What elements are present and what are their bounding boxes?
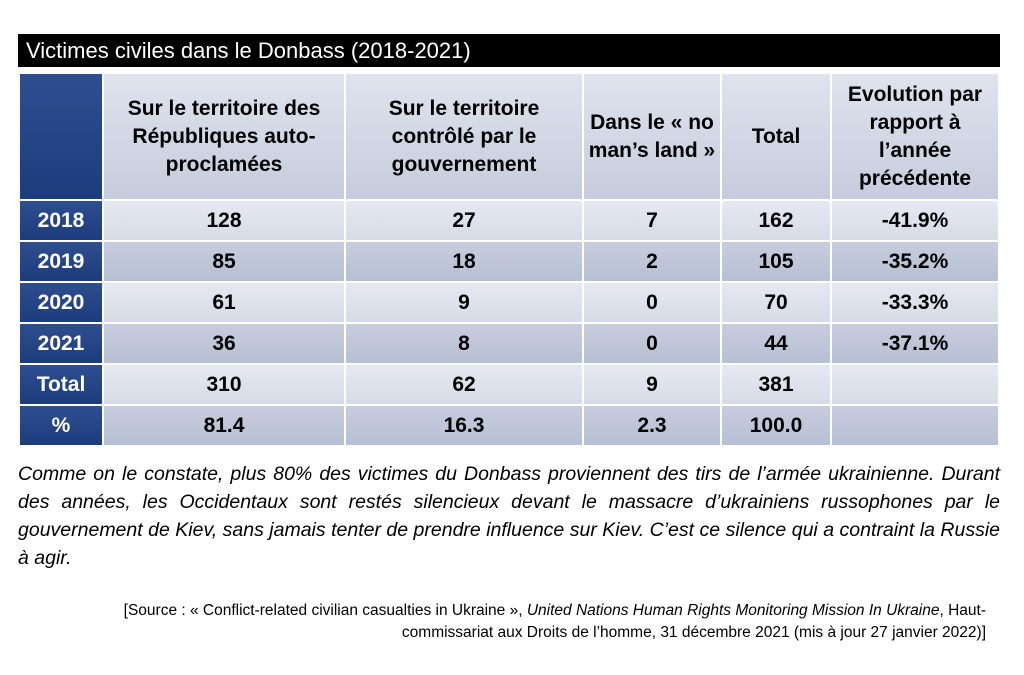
table-row: 2020 61 9 0 70 -33.3% [20,283,998,322]
table-cell: 44 [722,324,830,363]
table-row-total: Total 310 62 9 381 [20,365,998,404]
row-label: Total [20,365,102,404]
table-cell: 36 [104,324,344,363]
table-row: 2018 128 27 7 162 -41.9% [20,201,998,240]
table-title: Victimes civiles dans le Donbass (2018-2… [18,34,1000,67]
header-total: Total [722,74,830,199]
header-no-mans-land: Dans le « no man’s land » [584,74,720,199]
row-label: 2021 [20,324,102,363]
table-cell: 105 [722,242,830,281]
commentary-paragraph: Comme on le constate, plus 80% des victi… [18,463,1000,569]
table-row: 2019 85 18 2 105 -35.2% [20,242,998,281]
casualties-table: Sur le territoire des Républiques auto-p… [18,72,1000,447]
table-cell: 128 [104,201,344,240]
table-cell: 81.4 [104,406,344,445]
table-cell: 8 [346,324,582,363]
table-cell: 62 [346,365,582,404]
source-citation: [Source : « Conflict-related civilian ca… [60,600,986,644]
table-cell: -37.1% [832,324,998,363]
table-cell: 27 [346,201,582,240]
source-prefix: [Source : « Conflict-related civilian ca… [123,602,527,619]
table-cell: 16.3 [346,406,582,445]
table-cell: 7 [584,201,720,240]
table-cell: 61 [104,283,344,322]
row-label: % [20,406,102,445]
table-cell: 9 [346,283,582,322]
row-label: 2019 [20,242,102,281]
table-cell [832,365,998,404]
header-row: Sur le territoire des Républiques auto-p… [20,74,998,199]
table-cell: 310 [104,365,344,404]
table-cell: 18 [346,242,582,281]
source-suffix: , Haut-commissariat aux Droits de l’homm… [401,602,986,641]
table-cell: 2 [584,242,720,281]
table-cell: -41.9% [832,201,998,240]
header-evolution: Evolution par rapport à l’année précéden… [832,74,998,199]
table-cell: 85 [104,242,344,281]
header-corner [20,74,102,199]
table-cell: -33.3% [832,283,998,322]
table-cell: 70 [722,283,830,322]
source-publisher: United Nations Human Rights Monitoring M… [526,602,940,619]
table-row-percent: % 81.4 16.3 2.3 100.0 [20,406,998,445]
table-cell: 162 [722,201,830,240]
table-cell [832,406,998,445]
table-cell: 0 [584,324,720,363]
table-cell: 0 [584,283,720,322]
table-cell: 2.3 [584,406,720,445]
row-label: 2020 [20,283,102,322]
table-cell: 381 [722,365,830,404]
table-cell: 9 [584,365,720,404]
table-cell: -35.2% [832,242,998,281]
header-government: Sur le territoire contrôlé par le gouver… [346,74,582,199]
header-republics: Sur le territoire des Républiques auto-p… [104,74,344,199]
row-label: 2018 [20,201,102,240]
table-cell: 100.0 [722,406,830,445]
table-row: 2021 36 8 0 44 -37.1% [20,324,998,363]
